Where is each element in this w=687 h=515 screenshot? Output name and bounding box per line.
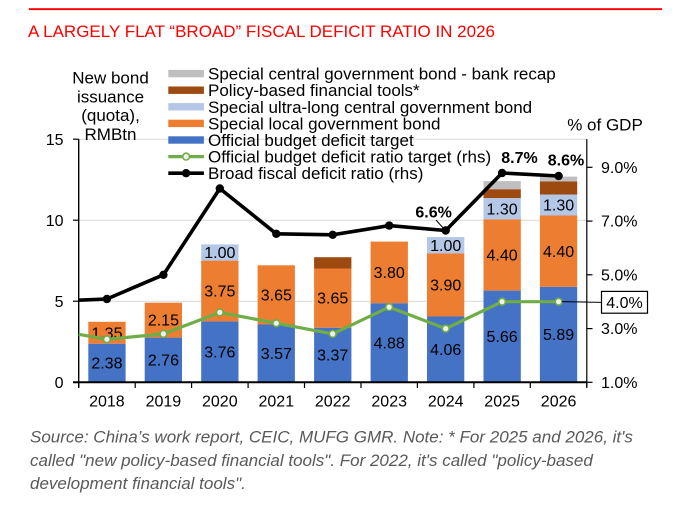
svg-text:3.80: 3.80	[374, 265, 405, 282]
svg-text:issuance: issuance	[77, 87, 144, 106]
svg-text:3.75: 3.75	[204, 284, 235, 301]
svg-text:4.40: 4.40	[487, 248, 518, 265]
svg-text:9.0%: 9.0%	[601, 160, 637, 177]
svg-text:3.37: 3.37	[317, 348, 348, 365]
svg-text:2.38: 2.38	[91, 356, 122, 373]
svg-text:called "new policy-based finan: called "new policy-based financial tools…	[30, 451, 593, 470]
svg-text:4.06: 4.06	[430, 342, 461, 359]
svg-text:3.76: 3.76	[204, 344, 235, 361]
svg-text:2.76: 2.76	[148, 353, 179, 370]
svg-text:Broad fiscal deficit ratio (rh: Broad fiscal deficit ratio (rhs)	[208, 164, 423, 183]
svg-text:Source: China’s work report, C: Source: China’s work report, CEIC, MUFG …	[30, 428, 633, 447]
svg-text:3.65: 3.65	[317, 291, 348, 308]
svg-text:0: 0	[55, 375, 64, 392]
svg-text:2023: 2023	[371, 394, 407, 411]
svg-text:Special central government bon: Special central government bond - bank r…	[208, 65, 556, 84]
svg-text:% of GDP: % of GDP	[567, 116, 643, 135]
svg-text:Official budget deficit target: Official budget deficit target	[208, 131, 414, 150]
svg-text:6.6%: 6.6%	[415, 204, 451, 221]
svg-text:1.30: 1.30	[543, 198, 574, 215]
svg-text:development financial tools".: development financial tools".	[30, 474, 246, 493]
svg-text:1.00: 1.00	[204, 245, 235, 262]
svg-text:3.0%: 3.0%	[601, 321, 637, 338]
svg-text:2018: 2018	[89, 394, 125, 411]
svg-text:New bond: New bond	[72, 69, 149, 88]
svg-text:1.0%: 1.0%	[601, 375, 637, 392]
svg-text:Special ultra-long central gov: Special ultra-long central government bo…	[208, 98, 532, 117]
svg-text:2025: 2025	[484, 394, 520, 411]
svg-text:Special local government bond: Special local government bond	[208, 114, 440, 133]
svg-text:8.6%: 8.6%	[548, 152, 584, 169]
svg-text:1.00: 1.00	[430, 238, 461, 255]
svg-text:2019: 2019	[146, 394, 182, 411]
svg-text:3.57: 3.57	[261, 346, 292, 363]
svg-text:15: 15	[46, 132, 64, 149]
svg-text:4.88: 4.88	[374, 335, 405, 352]
svg-text:3.90: 3.90	[430, 278, 461, 295]
svg-text:(quota),: (quota),	[81, 106, 140, 125]
svg-text:2021: 2021	[259, 394, 295, 411]
svg-text:5.66: 5.66	[487, 329, 518, 346]
svg-text:2.15: 2.15	[148, 313, 179, 330]
svg-text:Policy-based financial tools*: Policy-based financial tools*	[208, 81, 420, 100]
svg-text:5.0%: 5.0%	[601, 267, 637, 284]
svg-text:3.65: 3.65	[261, 287, 292, 304]
svg-text:7.0%: 7.0%	[601, 214, 637, 231]
svg-text:2022: 2022	[315, 394, 351, 411]
svg-text:A LARGELY FLAT “BROAD” FISCAL: A LARGELY FLAT “BROAD” FISCAL DEFICIT RA…	[28, 22, 495, 41]
svg-text:5.89: 5.89	[543, 327, 574, 344]
svg-text:8.7%: 8.7%	[501, 150, 537, 167]
svg-text:2026: 2026	[541, 394, 577, 411]
svg-text:5: 5	[55, 294, 64, 311]
svg-text:2020: 2020	[202, 394, 238, 411]
svg-text:Official budget deficit ratio: Official budget deficit ratio target (rh…	[208, 148, 491, 167]
svg-text:RMBtn: RMBtn	[85, 125, 137, 144]
svg-text:1.30: 1.30	[487, 201, 518, 218]
svg-text:2024: 2024	[428, 394, 464, 411]
svg-text:4.0%: 4.0%	[606, 295, 642, 312]
svg-text:10: 10	[46, 213, 64, 230]
svg-text:4.40: 4.40	[543, 244, 574, 261]
